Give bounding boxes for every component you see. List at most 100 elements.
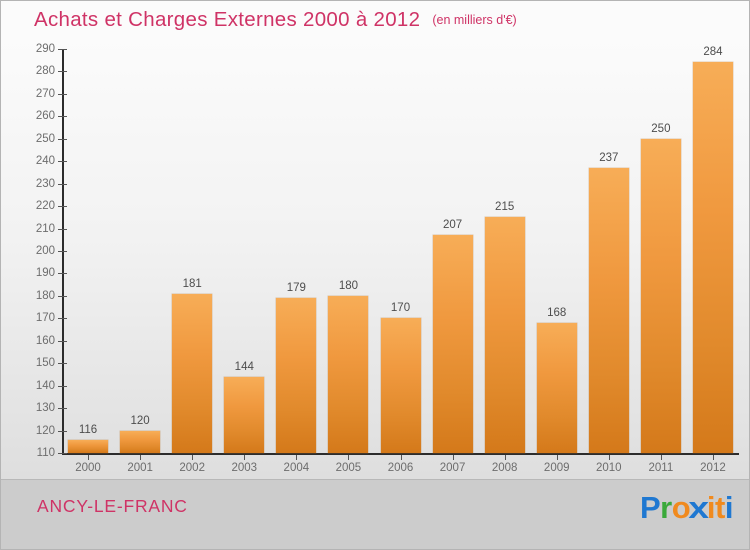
chart-units-subtitle: (en milliers d'€) (432, 13, 517, 27)
x-axis-tick-mark (556, 455, 558, 460)
bar-value-label: 168 (547, 306, 567, 319)
y-axis-tick-mark (58, 228, 67, 230)
x-axis-tick-label: 2005 (335, 462, 362, 474)
bar-value-label: 144 (234, 360, 254, 373)
y-axis-tick-mark (58, 295, 67, 297)
y-axis-tick-label: 210 (35, 222, 55, 235)
y-axis-tick-label: 250 (35, 132, 55, 145)
y-axis-tick-mark (58, 318, 67, 320)
y-axis-tick-label: 240 (35, 155, 55, 168)
bar[interactable] (328, 295, 369, 453)
x-axis-tick-mark (140, 455, 142, 460)
logo-letter-4: x (688, 490, 709, 525)
x-axis-tick-label: 2001 (127, 462, 153, 474)
bar[interactable] (484, 217, 525, 453)
bar[interactable] (692, 62, 733, 453)
y-axis-tick-label: 290 (35, 43, 55, 55)
y-axis-tick-mark (58, 138, 67, 140)
logo-letter-1: P (639, 490, 661, 525)
bar-value-label: 180 (338, 279, 359, 292)
footer-divider (1, 479, 749, 480)
y-axis-tick-label: 220 (35, 200, 55, 213)
x-axis-tick-mark (88, 455, 90, 460)
x-axis-tick-mark (400, 455, 402, 460)
x-axis-tick-mark (660, 455, 662, 460)
x-axis-tick-label: 2010 (596, 462, 622, 474)
y-axis-tick-mark (58, 453, 67, 454)
bar-value-label: 179 (286, 282, 306, 295)
x-axis-tick-label: 2012 (700, 462, 726, 474)
bar-value-label: 284 (703, 46, 723, 59)
x-axis-tick-mark (712, 455, 714, 460)
x-axis-tick-mark (244, 455, 246, 460)
bar-value-label: 116 (78, 423, 98, 436)
x-axis-tick-mark (296, 455, 298, 460)
y-axis-tick-label: 200 (35, 245, 55, 257)
bar[interactable] (224, 376, 265, 453)
y-axis-tick-label: 170 (35, 312, 55, 325)
x-axis-tick-label: 2008 (491, 462, 518, 474)
page-title: Achats et Charges Externes 2000 à 2012 (34, 8, 421, 31)
x-axis-tick-mark (452, 455, 454, 460)
bar[interactable] (588, 167, 629, 453)
logo-letter-7: i (724, 490, 734, 525)
bar[interactable] (432, 235, 473, 453)
logo-letter-3: o (671, 490, 691, 525)
y-axis-tick-label: 180 (35, 289, 55, 302)
chart-plot-area: 290 280 270 260 250 240 230 220 210 200 190 180 170 1… (1, 39, 749, 479)
x-axis-tick-mark (608, 455, 610, 460)
logo-letter-2: r (660, 490, 672, 525)
y-axis-tick-mark (58, 430, 67, 432)
y-axis-tick-label: 190 (35, 267, 55, 280)
bar-value-label: 237 (599, 151, 619, 164)
y-axis-tick-label: 130 (35, 402, 55, 415)
y-axis-tick-mark (58, 116, 67, 118)
logo-letter-6: t (715, 490, 725, 525)
x-axis-tick-label: 2000 (75, 462, 101, 474)
y-axis-tick-mark (58, 71, 67, 73)
y-axis-tick-mark (58, 93, 67, 95)
x-axis-tick-label: 2011 (648, 462, 674, 474)
y-axis-tick-label: 280 (35, 65, 55, 78)
x-axis-tick-label: 2003 (231, 462, 258, 474)
y-axis-tick-label: 160 (35, 334, 55, 347)
y-axis-tick-mark (58, 385, 67, 387)
x-axis-line (62, 453, 739, 455)
y-axis-tick-label: 120 (35, 424, 55, 437)
bar[interactable] (536, 322, 577, 453)
bar[interactable] (68, 439, 109, 453)
y-axis-tick-mark (58, 183, 67, 185)
x-axis-tick-label: 2007 (439, 462, 466, 474)
proxiti-logo[interactable]: Proxiti (639, 490, 734, 525)
x-axis-tick-label: 2009 (543, 462, 570, 474)
x-axis-tick-mark (504, 455, 506, 460)
x-axis-tick-mark (348, 455, 350, 460)
x-axis-tick-label: 2002 (179, 462, 205, 474)
y-axis-tick-mark (58, 206, 67, 208)
bar-value-label: 181 (182, 277, 202, 290)
y-axis-tick-mark (58, 251, 67, 252)
bar[interactable] (276, 298, 317, 453)
x-axis-tick-mark (192, 455, 194, 460)
y-axis-tick-mark (58, 49, 67, 50)
y-axis-tick-mark (58, 161, 67, 163)
y-axis-tick-label: 140 (35, 379, 55, 392)
bar-value-label: 215 (495, 201, 515, 214)
bar-value-label: 170 (390, 302, 411, 315)
bar[interactable] (380, 318, 421, 453)
y-axis-tick-label: 260 (35, 110, 55, 123)
y-axis-tick-label: 150 (35, 357, 55, 370)
bar[interactable] (120, 430, 161, 453)
bar[interactable] (172, 293, 213, 453)
y-axis-tick-mark (58, 363, 67, 365)
bar[interactable] (640, 138, 681, 453)
chart-header: Achats et Charges Externes 2000 à 2012 (… (1, 1, 749, 39)
place-name-label: ANCY-LE-FRANC (37, 496, 188, 516)
x-axis-tick-label: 2006 (387, 462, 414, 474)
y-axis-tick-label: 270 (35, 87, 55, 100)
bar-value-label: 207 (442, 219, 463, 232)
y-axis-tick-label: 230 (35, 177, 55, 190)
y-axis-tick-mark (58, 408, 67, 410)
y-axis-tick-label: 110 (36, 447, 55, 459)
chart-footer: ANCY-LE-FRANC Proxiti (1, 479, 749, 549)
